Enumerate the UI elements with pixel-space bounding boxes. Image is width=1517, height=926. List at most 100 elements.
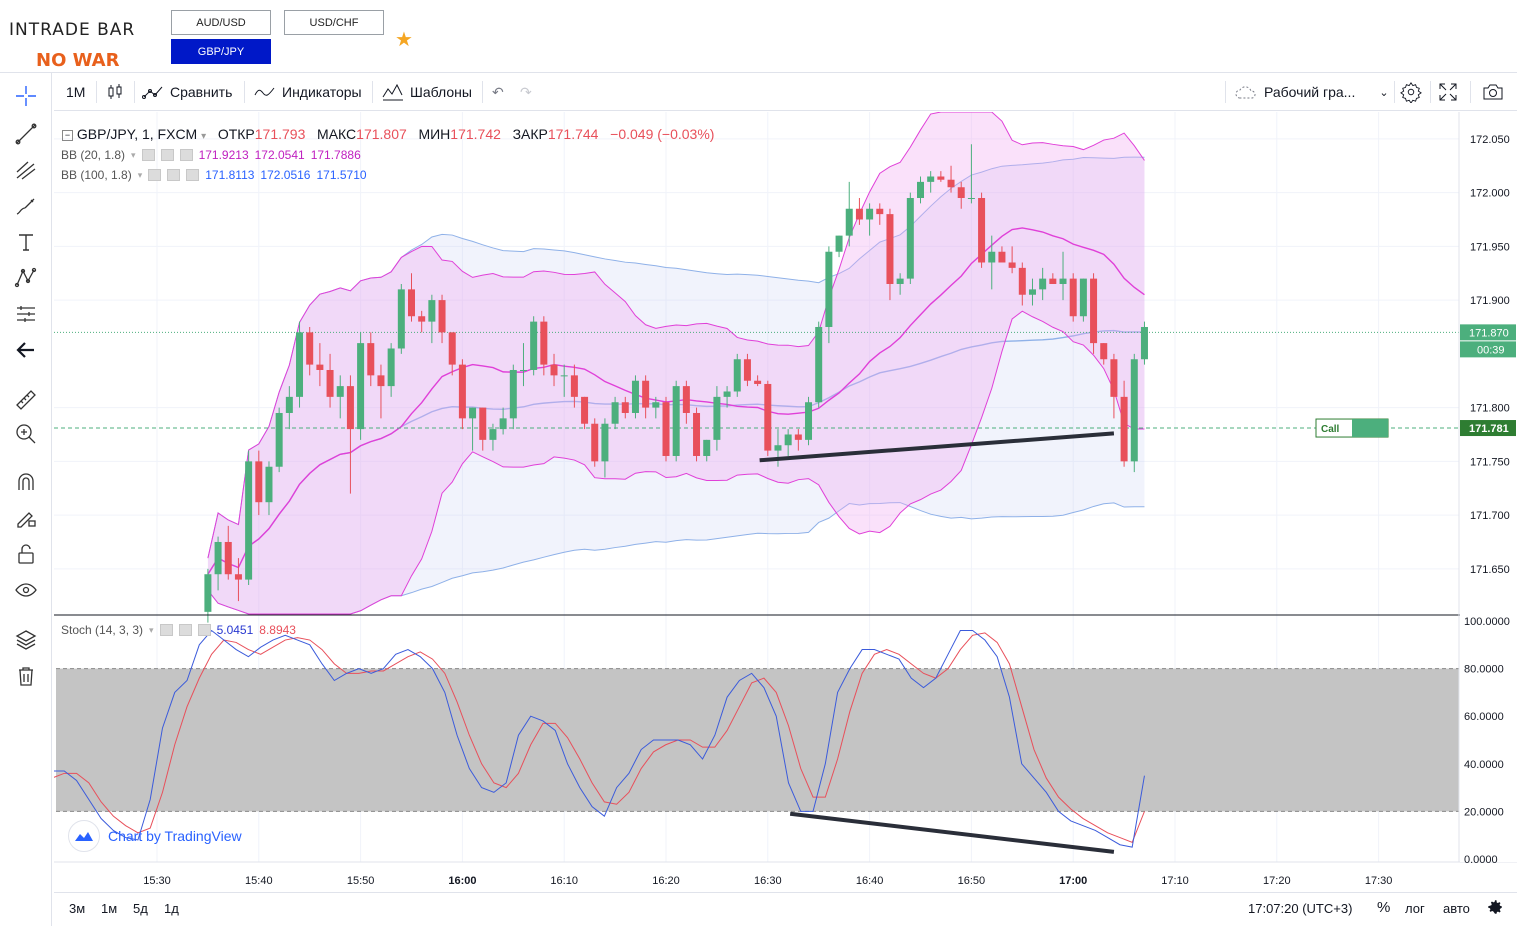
candle-body [906, 197, 914, 279]
range-5d[interactable]: 5д [133, 901, 148, 916]
arrow-left-icon[interactable] [13, 337, 39, 363]
chart-area[interactable]: 172.050 172.000 171.950 171.900 171.800 171.7… [54, 112, 1517, 892]
zoom-in-icon[interactable] [13, 421, 39, 447]
redo-icon: ↷ [520, 83, 532, 100]
log-toggle[interactable]: лог [1405, 901, 1425, 916]
camera-icon [1483, 84, 1503, 100]
templates-button[interactable]: Шаблоны [382, 73, 472, 111]
pattern-icon[interactable] [13, 265, 39, 291]
candle-body [408, 289, 415, 317]
high-value: 171.807 [356, 126, 407, 142]
visibility-toggle-icon[interactable] [141, 149, 155, 161]
candle-body [458, 364, 466, 419]
candle-body [917, 181, 924, 198]
remove-small-icon[interactable] [186, 169, 200, 181]
candle-body [1110, 359, 1118, 397]
fib-tool-icon[interactable] [13, 157, 39, 183]
trash-icon[interactable] [13, 663, 39, 689]
pair-button-usdchf[interactable]: USD/CHF [284, 10, 384, 35]
percent-toggle[interactable]: % [1377, 899, 1391, 916]
stoch-label[interactable]: Stoch (14, 3, 3) [61, 623, 144, 637]
lock-drawing-icon[interactable] [13, 505, 39, 531]
candle-body [835, 235, 843, 252]
indicators-button[interactable]: Индикаторы [254, 73, 362, 111]
candle-body [204, 574, 212, 612]
tradingview-watermark[interactable]: Chart by TradingView [68, 820, 242, 852]
trendline-icon[interactable] [13, 121, 39, 147]
stoch-k-value: 5.0451 [216, 623, 254, 637]
eye-icon[interactable] [13, 577, 39, 603]
candle-body [570, 375, 578, 397]
time-tick-label: 17:30 [1365, 875, 1393, 887]
candle-body [489, 429, 497, 440]
range-3m[interactable]: 3м [69, 901, 86, 916]
pair-button-audusd[interactable]: AUD/USD [171, 10, 271, 35]
prediction-icon[interactable] [13, 301, 39, 327]
brush-icon[interactable] [13, 193, 39, 219]
trendline-price [759, 431, 1115, 463]
candle-body [560, 375, 568, 377]
collapse-legend-icon[interactable]: − [62, 129, 73, 141]
candle-body [540, 321, 548, 365]
stoch-tick-label: 20.0000 [1464, 806, 1504, 818]
fullscreen-button[interactable] [1438, 73, 1458, 111]
ruler-icon[interactable] [13, 387, 39, 413]
candle-body [754, 380, 762, 384]
unlock-icon[interactable] [13, 541, 39, 567]
pair-button-gbpjpy[interactable]: GBP/JPY [171, 39, 271, 64]
candle-body [1100, 343, 1108, 360]
layout-select[interactable]: Рабочий гра... ⌄ [1234, 73, 1389, 111]
gear-icon [1400, 82, 1422, 103]
stoch-tick-label: 40.0000 [1464, 759, 1504, 771]
candle-body [866, 208, 874, 220]
text-tool-icon[interactable] [13, 229, 39, 255]
interval-label: 1M [66, 84, 86, 100]
candle-body [438, 300, 446, 333]
range-1d[interactable]: 1д [164, 901, 179, 916]
redo-button[interactable]: ↷ [520, 73, 532, 111]
bb20-upper: 172.0541 [254, 148, 305, 162]
remove-small-icon[interactable] [197, 624, 211, 636]
settings-gear-icon[interactable] [1486, 898, 1504, 919]
candle-body [1069, 278, 1077, 317]
candle-body [509, 369, 517, 419]
candle-body [631, 380, 639, 413]
auto-toggle[interactable]: авто [1443, 901, 1470, 916]
time-tick-label: 16:40 [856, 875, 884, 887]
compare-button[interactable]: Сравнить [142, 73, 232, 111]
candle-body [611, 402, 619, 424]
settings-small-icon[interactable] [178, 624, 192, 636]
clock[interactable]: 17:07:20 (UTC+3) [1248, 901, 1353, 916]
bb20-label[interactable]: BB (20, 1.8) [61, 148, 126, 162]
visibility-toggle-icon[interactable] [159, 624, 173, 636]
interval-button[interactable]: 1M [66, 73, 85, 111]
bb100-label[interactable]: BB (100, 1.8) [61, 168, 132, 182]
bb20-lower [207, 310, 1145, 615]
candle-body [499, 418, 507, 430]
settings-small-icon[interactable] [167, 169, 181, 181]
stoch-tick-label: 0.0000 [1464, 854, 1498, 866]
remove-small-icon[interactable] [179, 149, 193, 161]
crosshair-icon[interactable] [13, 83, 39, 109]
candle-body [927, 176, 935, 182]
main-legend: − GBP/JPY, 1, FXCM ▾ ОТКР171.793 МАКС171… [62, 126, 714, 142]
undo-button[interactable]: ↶ [492, 73, 504, 111]
undo-icon: ↶ [492, 83, 504, 100]
settings-small-icon[interactable] [160, 149, 174, 161]
candle-body [1090, 278, 1098, 344]
tradingview-logo-icon [68, 820, 100, 852]
range-1m[interactable]: 1м [101, 901, 118, 916]
time-tick-label: 16:30 [754, 875, 782, 887]
candle-body [1120, 396, 1128, 462]
layers-icon[interactable] [13, 627, 39, 653]
candle-body [326, 369, 334, 397]
call-price-badge-text: 171.781 [1469, 423, 1509, 435]
candle-body [601, 423, 609, 462]
visibility-toggle-icon[interactable] [148, 169, 162, 181]
settings-button[interactable] [1400, 73, 1422, 111]
candle-style-button[interactable] [106, 73, 124, 111]
magnet-icon[interactable] [13, 469, 39, 495]
screenshot-button[interactable] [1482, 73, 1504, 111]
favorite-star-icon[interactable]: ★ [395, 29, 413, 51]
price-tick-label: 171.650 [1470, 564, 1510, 576]
